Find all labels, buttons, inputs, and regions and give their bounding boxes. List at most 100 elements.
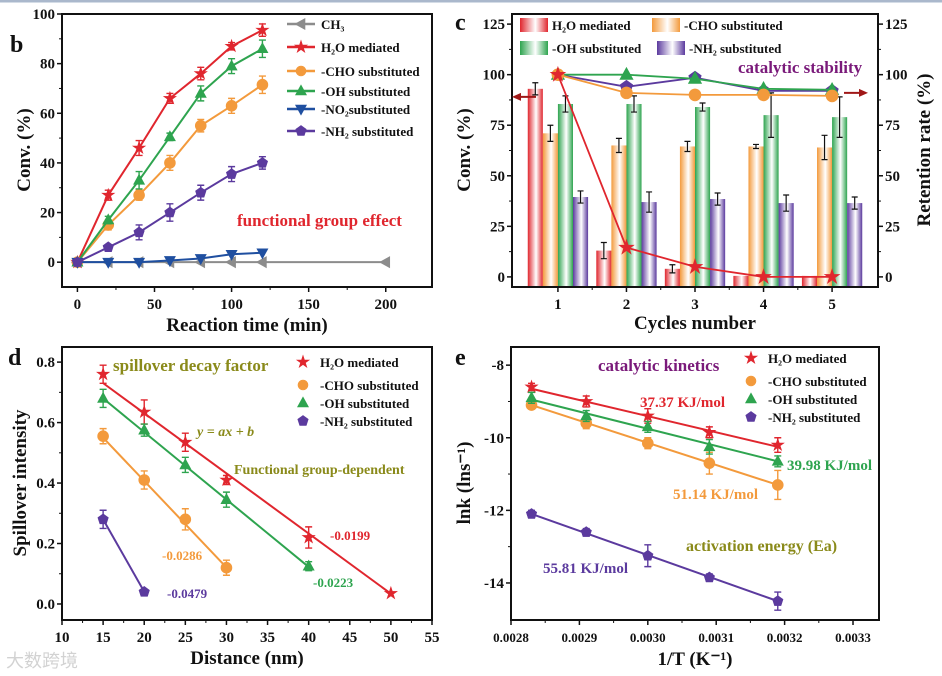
error-bar [547,124,554,142]
fit-line [531,404,779,486]
error-bar [714,192,721,206]
data-point [163,130,176,142]
data-point [580,409,593,421]
panel-label: c [455,10,466,36]
y-tick-label: 25 [490,219,505,235]
data-point [770,437,785,452]
bar [748,146,764,286]
y-tick-label: 75 [490,118,505,134]
y-right-axis-label: Retention rate (%) [914,73,935,226]
data-point [225,100,238,112]
x-tick-label: 150 [297,297,320,313]
bar [817,147,833,286]
legend-marker [294,104,308,116]
y-tick-label: -8 [492,358,505,374]
data-point [220,561,233,574]
y-tick-label: 60 [40,106,55,122]
data-point [163,256,176,268]
annotation: -0.0223 [313,575,354,590]
legend-marker [745,411,757,422]
error-bar [783,194,790,212]
error-bar [684,140,691,153]
error-bar [577,190,584,204]
panel-d: d 10 15 20 25 30 35 40 45 50 55 0.0 0.2 0.4 0.6 0.8 Dist… [8,345,440,669]
bar [527,88,543,286]
retention-point [823,268,841,284]
data-point [641,420,654,432]
data-point [256,78,269,91]
right-arrow-head [859,88,868,97]
annotation: 39.98 KJ/mol [787,458,872,474]
bar [679,146,695,286]
fit-line [531,513,779,603]
y-right-tick-label: 25 [885,219,900,235]
x-tick-label: 0 [74,297,82,313]
y-right-tick-label: 100 [885,68,908,84]
data-point [703,457,716,469]
x-tick-label: 0.0032 [767,630,803,645]
legend-marker [296,396,310,408]
data-point [133,226,145,238]
retention-point [618,238,635,255]
x-tick-label: 5 [828,297,836,313]
data-point [524,379,539,393]
data-point [131,140,147,155]
x-tick-label: 35 [260,630,275,646]
data-point [138,586,150,597]
y-tick-label: 100 [483,68,506,84]
retention-point [549,65,567,82]
data-point [642,549,654,561]
legend-entry: -NH₂ substituted [768,410,861,425]
y-tick-label: 0.0 [36,597,55,613]
y-tick-label: 0.4 [36,476,55,492]
legend-entry: H₂O mediated [552,18,631,33]
y-tick-label: 0.8 [36,355,55,371]
bar [832,117,848,286]
panel-e: e 0.0028 0.0029 0.0030 0.0031 0.0032 0.0033 -8 -… [454,345,880,670]
x-tick-label: 40 [301,630,316,646]
annotation: y = ax + b [195,425,254,440]
x-tick-label: 50 [383,630,398,646]
data-point [101,187,116,202]
legend-entry: CH₃ [321,17,345,32]
annotation: spillover decay factor [113,356,269,375]
legend-marker [294,17,306,31]
x-tick-label: 0.0030 [630,630,666,645]
data-point [97,430,109,442]
y-tick-label: 0 [498,270,506,286]
x-tick-label: 4 [760,297,768,313]
annotation: catalytic kinetics [598,356,720,375]
legend-swatch [652,18,680,32]
data-point [225,249,238,261]
data-point [102,241,114,253]
legend-marker [295,65,307,77]
data-point [579,393,594,408]
data-point [224,256,236,269]
data-point [102,213,115,225]
data-point [194,86,207,98]
y-tick-label: 0 [48,255,56,271]
legend-swatch [520,18,548,32]
data-point [138,474,151,486]
y-tick-label: 100 [33,7,56,23]
data-point [771,454,784,466]
panel-label: e [455,345,466,371]
error-bar [646,191,653,213]
data-point [179,513,192,526]
data-point [703,440,716,452]
bar [557,103,573,286]
y-right-tick-label: 75 [885,118,900,134]
annotation: 37.37 KJ/mol [640,395,725,411]
bar [733,275,749,286]
x-tick-label: 10 [55,630,70,646]
data-point [137,404,152,419]
data-point [301,530,316,544]
data-point [642,437,654,450]
data-point [97,513,109,525]
bar [641,202,657,286]
data-point [71,256,84,267]
bar [573,197,589,286]
data-point [219,472,234,487]
retention-point [757,88,770,102]
y-tick-label: -10 [484,431,504,447]
